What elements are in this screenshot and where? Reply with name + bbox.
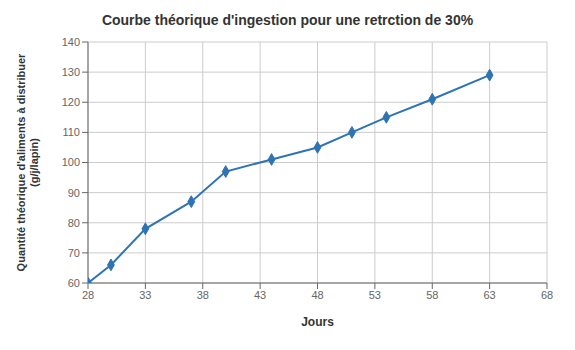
svg-text:80: 80: [68, 217, 80, 229]
svg-text:Quantité théorique d'aliments: Quantité théorique d'aliments à distribu…: [15, 53, 40, 271]
svg-text:68: 68: [541, 289, 553, 301]
svg-text:130: 130: [62, 66, 80, 78]
svg-text:120: 120: [62, 96, 80, 108]
svg-text:38: 38: [197, 289, 209, 301]
svg-text:28: 28: [82, 289, 94, 301]
svg-text:110: 110: [62, 126, 80, 138]
svg-text:90: 90: [68, 187, 80, 199]
svg-text:140: 140: [62, 36, 80, 48]
svg-text:70: 70: [68, 247, 80, 259]
svg-text:63: 63: [484, 289, 496, 301]
svg-text:100: 100: [62, 156, 80, 168]
svg-text:48: 48: [311, 289, 323, 301]
svg-text:43: 43: [254, 289, 266, 301]
svg-text:58: 58: [426, 289, 438, 301]
svg-text:33: 33: [139, 289, 151, 301]
svg-text:53: 53: [369, 289, 381, 301]
svg-text:60: 60: [68, 277, 80, 289]
svg-text:Jours: Jours: [301, 315, 334, 329]
html-text:Courbe théorique d'ingestion p: Courbe théorique d'ingestion pour une re…: [101, 12, 474, 28]
